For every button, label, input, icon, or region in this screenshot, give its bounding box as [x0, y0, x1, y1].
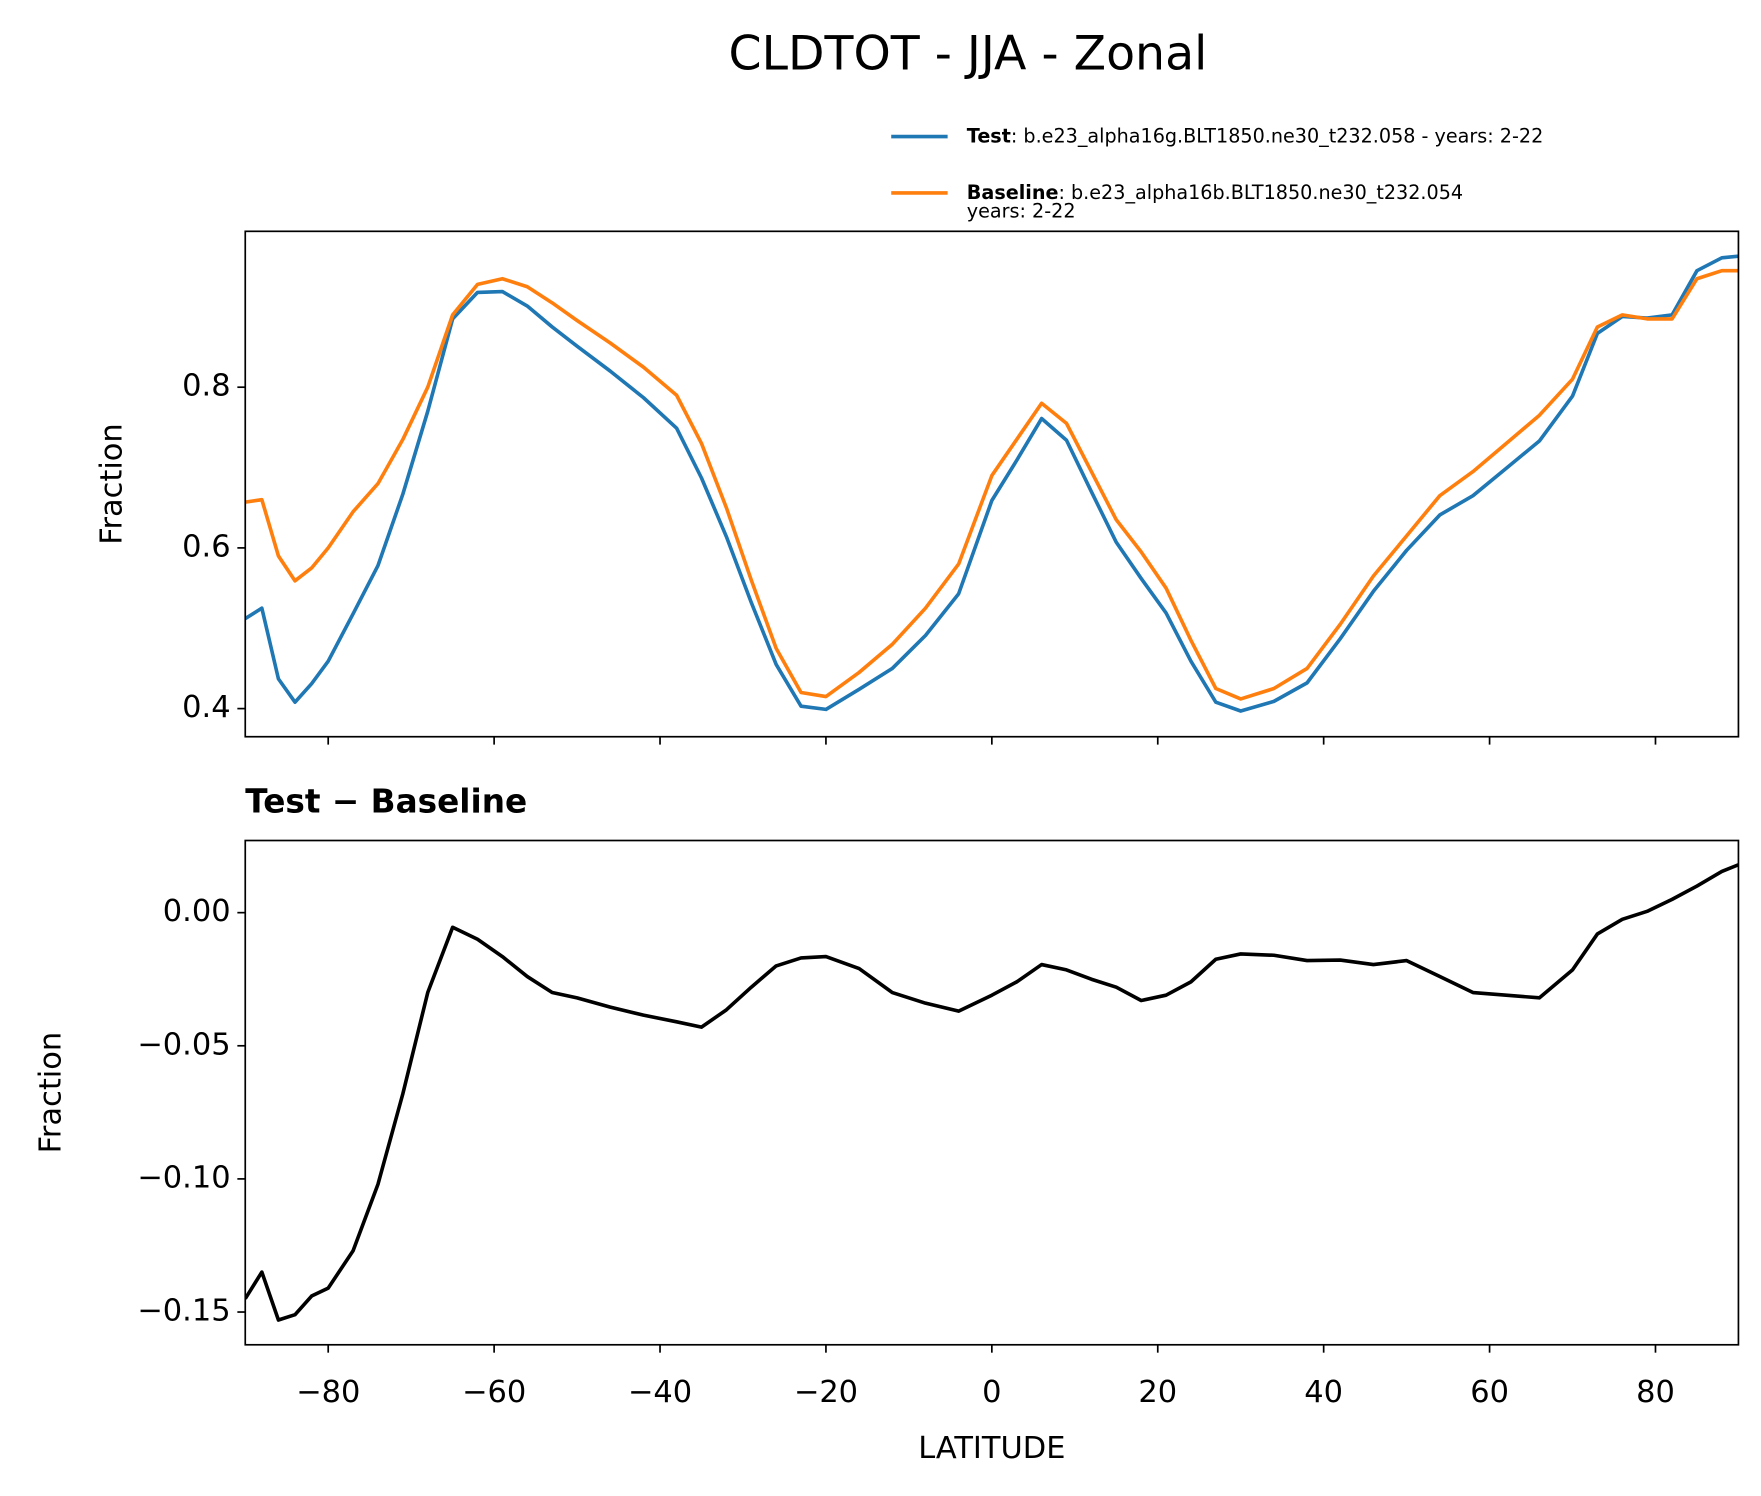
x-tick-label: −40: [628, 1375, 692, 1410]
x-tick-label: −80: [296, 1375, 360, 1410]
legend-name: Baseline: [967, 180, 1059, 203]
axes-frame: [244, 839, 1740, 1346]
x-tick-label: 60: [1470, 1375, 1509, 1410]
data-line: [245, 268, 1739, 701]
y-tick-label: −0.10: [137, 1160, 230, 1195]
x-tick-label: 0: [982, 1375, 1001, 1410]
y-tick-label: −0.05: [137, 1027, 230, 1062]
y-tick-label: 0.4: [182, 690, 230, 725]
legend-name: Test: [967, 124, 1011, 147]
y-tick-label: 0.6: [182, 529, 230, 564]
y-tick-label: 0.8: [182, 369, 230, 404]
y-axis-label: Fraction: [33, 1032, 68, 1154]
subplot-title: Test − Baseline: [245, 782, 527, 820]
x-tick-label: −60: [462, 1375, 526, 1410]
y-tick-label: 0.00: [163, 894, 231, 929]
data-line: [245, 254, 1739, 713]
y-tick-label: −0.15: [137, 1294, 230, 1329]
y-axis-label: Fraction: [94, 423, 129, 545]
legend-description: : b.e23_alpha16b.BLT1850.ne30_t232.054: [1058, 180, 1463, 203]
x-tick-label: 80: [1636, 1375, 1675, 1410]
figure-title: CLDTOT - JJA - Zonal: [729, 26, 1208, 81]
legend-description: years: 2-22: [967, 200, 1076, 223]
data-line: [245, 863, 1739, 1322]
legend-label: Test: b.e23_alpha16g.BLT1850.ne30_t232.0…: [967, 124, 1544, 147]
x-tick-label: 40: [1304, 1375, 1343, 1410]
x-tick-label: −20: [794, 1375, 858, 1410]
legend-description: : b.e23_alpha16g.BLT1850.ne30_t232.058 -…: [1011, 124, 1543, 147]
x-axis-label: LATITUDE: [918, 1431, 1065, 1466]
axes-frame: [244, 230, 1740, 738]
legend-label: Baseline: b.e23_alpha16b.BLT1850.ne30_t2…: [967, 180, 1463, 203]
x-tick-label: 20: [1138, 1375, 1177, 1410]
